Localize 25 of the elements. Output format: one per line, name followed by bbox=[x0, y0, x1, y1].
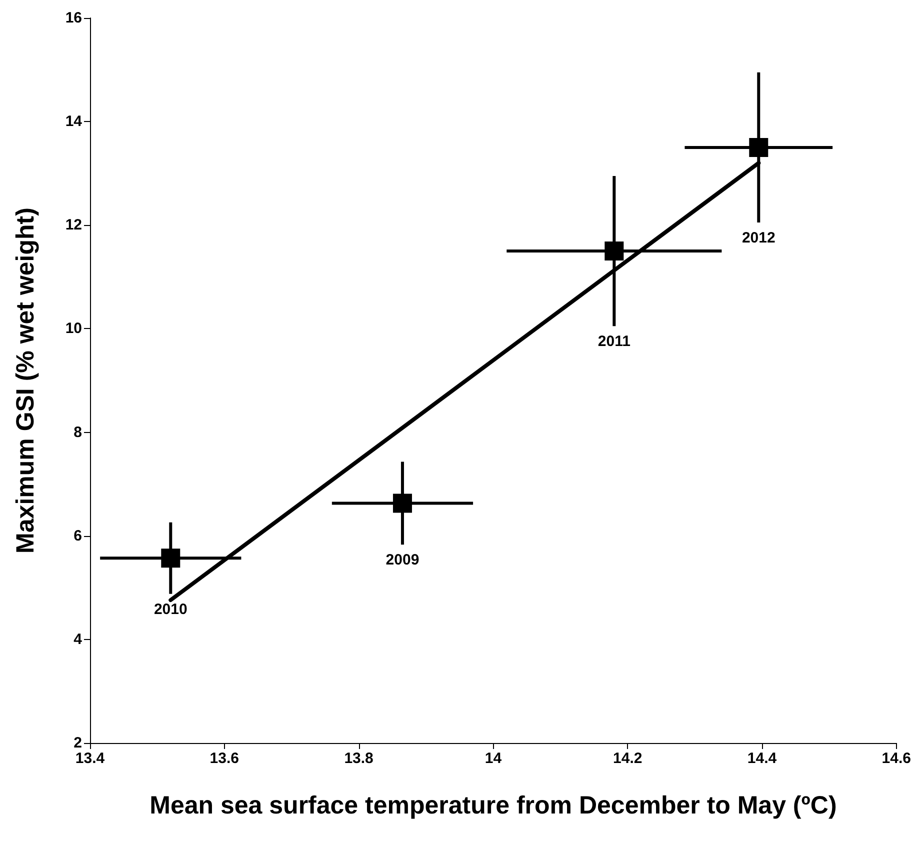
y-tick-label: 4 bbox=[74, 630, 83, 648]
annotation: 2009 bbox=[386, 552, 420, 569]
annotation: 2011 bbox=[598, 333, 630, 350]
y-tick-label: 8 bbox=[74, 424, 82, 441]
y-tick-label: 14 bbox=[65, 113, 83, 130]
x-tick-label: 14.2 bbox=[613, 750, 642, 767]
point bbox=[604, 242, 624, 261]
y-tick-label: 16 bbox=[65, 10, 82, 26]
y-tick-label: 10 bbox=[65, 320, 82, 338]
x-tick-label: 13.6 bbox=[210, 750, 239, 767]
y-tick-label: 12 bbox=[65, 216, 82, 234]
x-axis-title: Mean sea surface temperature from December to May (ºC) bbox=[150, 792, 837, 820]
y-tick-label: 2 bbox=[74, 734, 82, 752]
x-tick-label: 14 bbox=[484, 750, 502, 767]
x-tick-label: 14.6 bbox=[882, 750, 912, 767]
point bbox=[161, 548, 180, 568]
point bbox=[749, 138, 768, 157]
y-tick-label: 6 bbox=[74, 527, 82, 544]
x-tick-label: 13.4 bbox=[75, 750, 106, 767]
y-axis-title: Maximum GSI (% wet weight) bbox=[12, 208, 40, 554]
annotation: 2010 bbox=[154, 600, 188, 618]
x-tick-label: 14.4 bbox=[747, 750, 778, 767]
annotation: 2012 bbox=[742, 230, 776, 247]
x-tick-label: 13.8 bbox=[344, 750, 374, 767]
point bbox=[392, 494, 412, 513]
